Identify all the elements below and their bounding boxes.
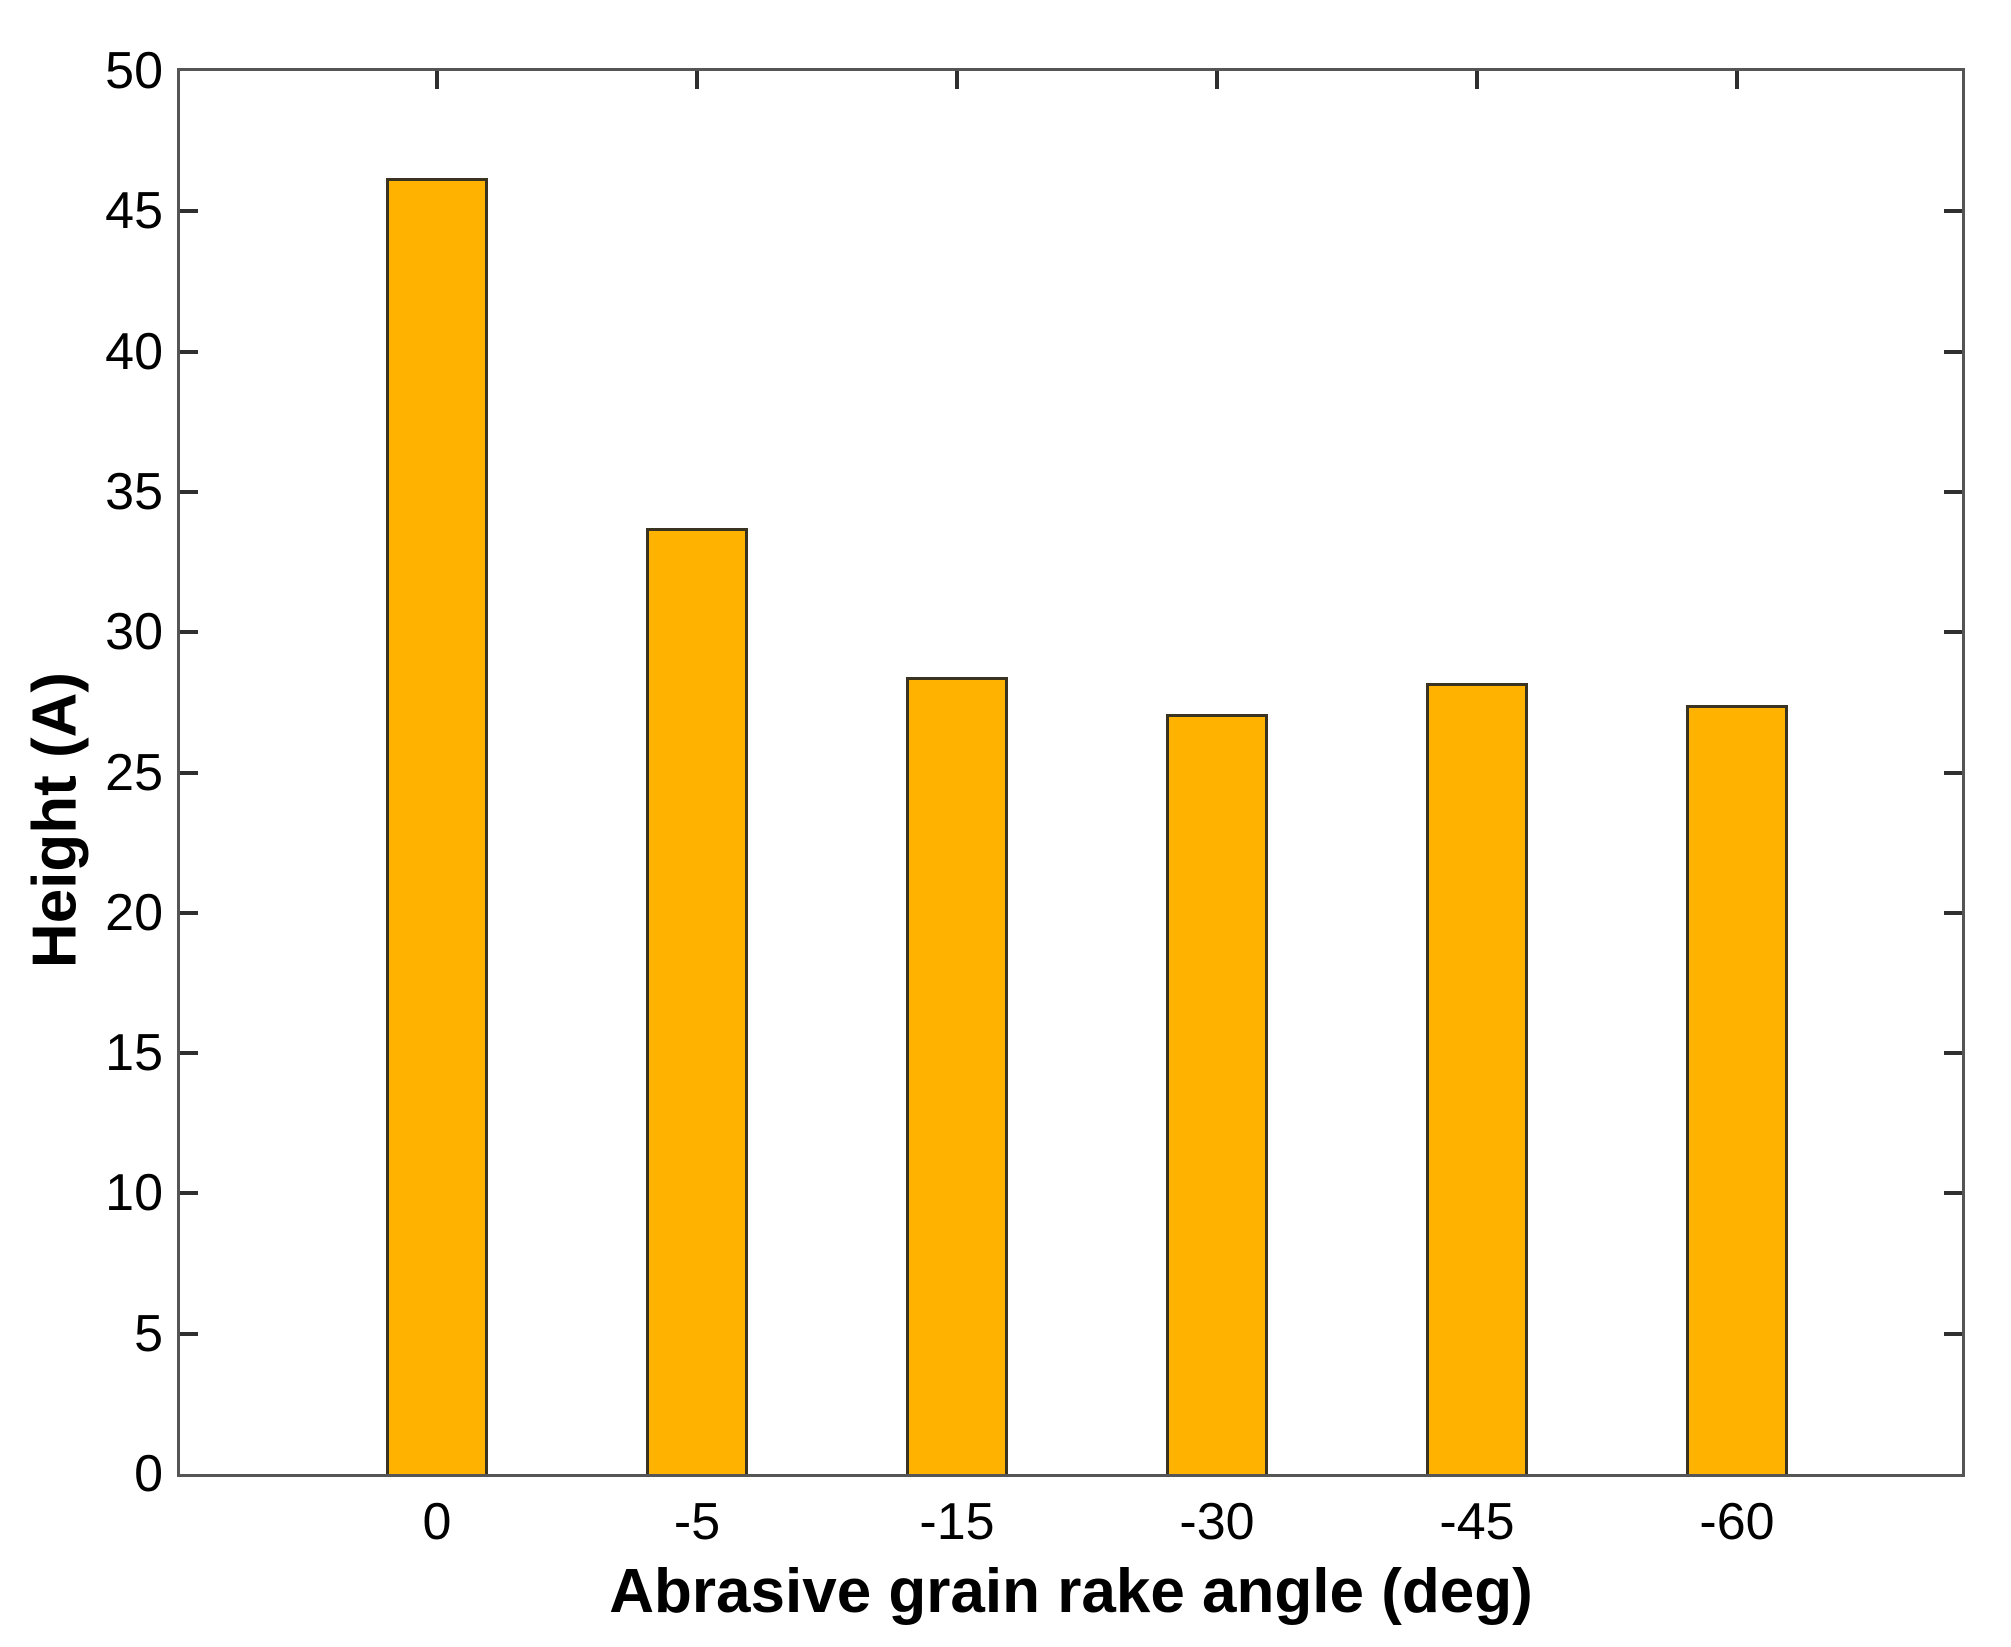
y-tick-mark <box>1944 1191 1962 1196</box>
y-tick-mark <box>180 770 198 775</box>
y-tick-mark <box>180 1331 198 1336</box>
y-tick-label: 35 <box>105 462 163 521</box>
y-tick-label: 0 <box>134 1445 163 1503</box>
y-tick-label: 15 <box>105 1024 163 1083</box>
x-tick-mark <box>435 71 439 89</box>
y-tick-label: 20 <box>105 883 163 942</box>
plot-area <box>177 68 1965 1477</box>
y-tick-label: 5 <box>134 1304 163 1363</box>
bar <box>1426 682 1528 1474</box>
y-tick-mark <box>180 630 198 635</box>
y-tick-label: 10 <box>105 1164 163 1223</box>
y-tick-mark <box>1944 1331 1962 1336</box>
y-tick-label: 50 <box>105 42 163 100</box>
bar <box>646 528 748 1474</box>
y-tick-mark <box>180 910 198 915</box>
x-tick-mark <box>1215 71 1219 89</box>
bar <box>906 677 1008 1474</box>
y-tick-label: 25 <box>105 743 163 802</box>
x-tick-label: -15 <box>919 1493 995 1551</box>
y-tick-mark <box>1944 1051 1962 1056</box>
bar <box>386 177 488 1474</box>
x-tick-label: 0 <box>422 1493 452 1551</box>
y-tick-mark <box>180 489 198 494</box>
x-tick-label: -45 <box>1439 1493 1515 1551</box>
y-tick-mark <box>1944 910 1962 915</box>
y-tick-label: 45 <box>105 182 163 241</box>
y-tick-mark <box>180 209 198 214</box>
y-tick-label: 40 <box>105 322 163 381</box>
y-tick-mark <box>1944 770 1962 775</box>
x-axis-label: Abrasive grain rake angle (deg) <box>609 1557 1533 1626</box>
x-tick-mark <box>695 71 699 89</box>
x-tick-mark <box>1735 71 1739 89</box>
y-tick-label: 30 <box>105 603 163 662</box>
bar <box>1166 713 1268 1474</box>
x-tick-label: -5 <box>673 1493 721 1551</box>
x-tick-mark <box>1475 71 1479 89</box>
y-tick-mark <box>1944 489 1962 494</box>
x-tick-mark <box>955 71 959 89</box>
y-tick-mark <box>180 1191 198 1196</box>
y-tick-mark <box>1944 349 1962 354</box>
x-tick-label: -60 <box>1699 1493 1775 1551</box>
y-tick-mark <box>1944 630 1962 635</box>
y-tick-mark <box>180 349 198 354</box>
y-tick-mark <box>1944 209 1962 214</box>
bar <box>1686 705 1788 1474</box>
x-tick-label: -30 <box>1179 1493 1255 1551</box>
y-tick-mark <box>180 1051 198 1056</box>
